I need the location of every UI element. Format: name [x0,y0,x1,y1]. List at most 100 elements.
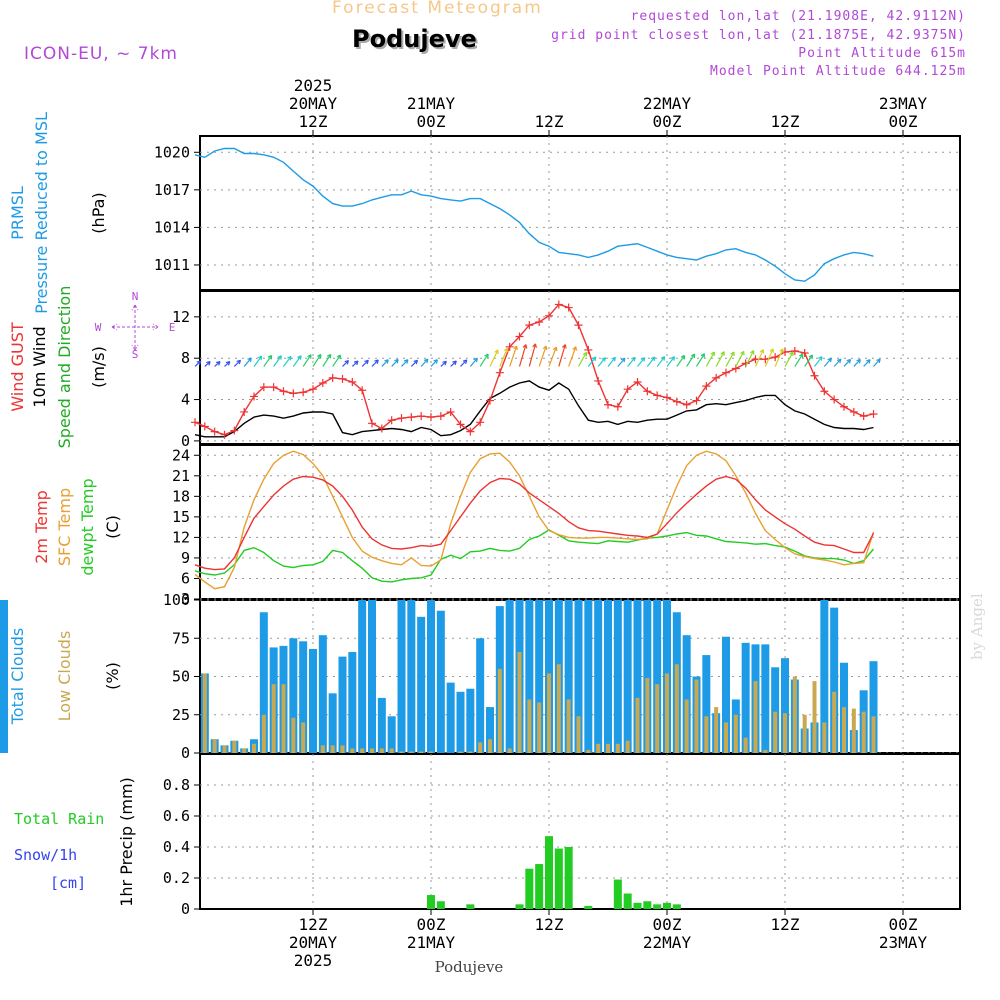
top-time-label: 00Z [889,112,918,131]
bottom-time-label: 00Z [417,915,446,934]
temp-2m-line [194,475,875,571]
wind-arrow [342,360,349,367]
bottom-time-label: 22MAY [643,933,692,952]
gust-marker [712,373,721,382]
wind-arrow [607,356,616,367]
wind-arrowhead [394,358,399,364]
chart-title: Forecast Meteogram [332,0,543,18]
bottom-time-label: 12Z [535,915,564,934]
wind-arrow [548,346,557,367]
wind-speed-line [194,380,874,438]
snow-label: Snow/1h [14,846,77,864]
wind-arrow [568,346,577,367]
wind-arrowhead [225,361,231,366]
bottom-time-label: 12Z [299,915,328,934]
gust-marker [633,377,642,386]
total-clouds-bar [427,600,435,753]
total-clouds-bar [702,655,711,753]
gust-marker [328,373,337,382]
wind-10m-label: 10m Wind [30,326,49,407]
wind-arrowhead [562,344,567,349]
wind-arrowhead [836,358,842,364]
gust-marker [790,346,799,355]
temp-dewpt-label: dewpt Temp [78,478,97,575]
y-tick-label: 0.2 [163,869,190,887]
compass-rose-icon [111,304,159,351]
y-tick-label: 12 [172,528,190,546]
wind-arrowhead [542,345,548,351]
gust-marker [771,353,780,362]
temp-sfc-label: SFC Temp [55,488,74,566]
top-time-label: 2025 [294,76,333,95]
wind-arrow [814,356,823,367]
wind-arrowhead [532,343,537,348]
rain-bar [427,895,435,909]
gust-marker [535,318,544,327]
low-clouds-bar [773,711,778,753]
low-clouds-bar [674,664,679,753]
wind-arrowhead [798,353,804,359]
rain-bar [554,848,563,909]
gust-marker [427,413,435,422]
bottom-time-label: 23MAY [879,933,928,952]
gust-marker [348,377,357,386]
gust-marker [240,407,249,416]
low-clouds-bar [733,714,738,753]
rain-bar [623,893,632,909]
wind-arrowhead [364,359,369,365]
low-clouds-bar [488,739,492,753]
gust-marker [682,400,691,409]
wind-unit-label: (m/s) [89,346,108,388]
wind-arrow [725,351,735,367]
gust-marker [250,392,258,401]
wind-arrowhead [631,356,636,362]
gust-marker [584,345,593,354]
wind-arrow [646,356,656,367]
panel-frame [199,135,961,291]
wind-arrow [283,356,292,367]
pressure-unit-label: (hPa) [89,192,108,233]
wind-arrowhead [680,354,686,360]
wind-arrowhead [759,349,765,354]
wind-arrowhead [196,360,202,366]
low-clouds-bar [350,748,355,753]
low-clouds-bar [615,743,620,753]
total-clouds-bar [741,642,750,753]
low-clouds-bar [370,748,374,753]
wind-arrow [676,355,686,367]
wind-arrowhead [640,357,646,362]
gust-marker [299,388,308,397]
wind-arrowhead [856,358,861,364]
y-tick-label: 0.6 [163,807,190,825]
low-clouds-bar [851,708,856,753]
rain-bar [633,902,642,909]
y-tick-label: 3 [181,590,190,608]
rain-bar [515,904,524,909]
wind-direction-label: Speed and Direction [55,286,74,449]
top-time-label: 22MAY [643,94,692,113]
wind-arrow [705,351,715,367]
wind-arrowhead [779,348,784,353]
total-clouds-bar [869,661,878,753]
wind-arrow [735,351,745,367]
low-clouds-bar [212,739,217,753]
low-clouds-bar [832,691,837,753]
low-clouds-bar [458,751,463,753]
low-clouds-bar [497,668,502,753]
snow-unit-label: [cm] [50,874,86,892]
wind-arrowhead [317,353,322,359]
wind-arrow [823,357,832,367]
y-tick-label: 0 [181,432,190,450]
gust-marker [722,368,730,377]
y-tick-label: 9 [181,549,190,567]
wind-arrow [518,344,527,367]
wind-arrow [351,360,359,367]
low-clouds-bar [645,678,650,753]
low-clouds-bar [792,676,797,753]
gust-marker [692,396,701,405]
low-clouds-bar [586,749,591,753]
bottom-time-label: 00Z [653,915,682,934]
wind-arrow [509,345,518,367]
